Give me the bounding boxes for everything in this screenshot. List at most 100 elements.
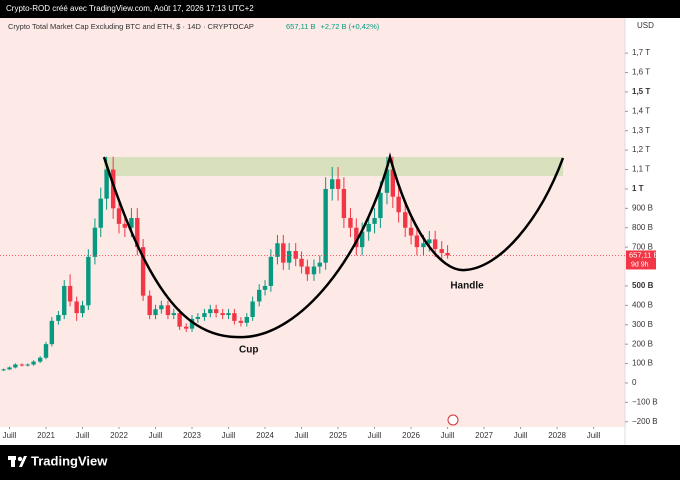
x-tick-label: Juill: [587, 431, 601, 440]
y-tick-label: 400 B: [632, 300, 653, 309]
candle-body: [98, 198, 103, 228]
x-tick-label: 2025: [329, 431, 347, 440]
candle-body: [213, 309, 219, 314]
y-tick-label: −100 B: [632, 397, 658, 406]
candle-body: [171, 313, 176, 316]
candle-body: [372, 218, 377, 224]
x-tick-label: 2027: [475, 431, 493, 440]
logo-stem: [11, 456, 15, 467]
candle-body: [13, 364, 18, 368]
header-change: +2,72 B (+0,42%): [320, 22, 379, 31]
y-tick-label: 1,4 T: [632, 106, 650, 115]
logo-dot: [17, 456, 23, 462]
y-tick-label: 1,6 T: [632, 68, 650, 77]
candle-body: [378, 192, 383, 219]
x-tick-label: Juill: [76, 431, 90, 440]
candle-body: [226, 313, 231, 316]
x-tick-label: 2021: [37, 431, 55, 440]
candle-body: [147, 295, 152, 316]
y-tick-label: 100 B: [632, 359, 653, 368]
credit: Crypto-ROD créé avec TradingView.com, Ao…: [6, 4, 254, 13]
y-tick-label: −200 B: [632, 417, 658, 426]
candle-body: [129, 218, 134, 228]
x-tick-label: Juill: [295, 431, 309, 440]
candle-body: [427, 239, 432, 244]
candle-body: [439, 249, 444, 253]
candle-body: [408, 227, 414, 236]
candle-body: [384, 169, 390, 193]
y-tick-label: 1,5 T: [632, 87, 650, 96]
x-tick-label: 2023: [183, 431, 201, 440]
header-price: 657,11 B: [286, 22, 315, 31]
y-tick-label: 700 B: [632, 242, 653, 251]
candle-body: [359, 231, 365, 248]
x-tick-label: Juill: [149, 431, 163, 440]
candle-body: [238, 320, 244, 323]
candle-body: [49, 320, 55, 345]
candle-body: [31, 361, 36, 365]
candle-body: [311, 266, 317, 275]
candle-body: [135, 218, 140, 248]
candle-body: [250, 301, 255, 317]
handle-label: Handle: [450, 281, 484, 292]
candle-body: [275, 243, 280, 257]
last-price-box: [626, 250, 656, 270]
y-tick-label: 500 B: [632, 281, 654, 290]
last-price-label: 657,11 B: [629, 250, 658, 259]
candle-body: [208, 309, 213, 314]
candle-body: [366, 223, 371, 232]
candle-body: [202, 313, 207, 317]
countdown: 9d 9h: [631, 261, 649, 268]
candle-body: [286, 251, 292, 263]
price-axis: [625, 18, 680, 445]
x-tick-label: 2024: [256, 431, 274, 440]
x-tick-label: Juill: [441, 431, 455, 440]
candle-body: [159, 305, 164, 310]
candle-body: [445, 252, 450, 256]
y-tick-label: 900 B: [632, 203, 653, 212]
logo-slash: [19, 456, 27, 467]
candle-body: [220, 313, 225, 316]
zone-rect: [104, 157, 563, 176]
candle-body: [421, 243, 426, 248]
brand: TradingView: [31, 453, 108, 468]
x-tick-label: 2028: [548, 431, 566, 440]
candle-body: [25, 364, 30, 366]
candle-body: [62, 285, 67, 316]
candle-body: [281, 243, 286, 263]
candle-body: [92, 227, 98, 257]
candle-body: [7, 367, 12, 370]
x-tick-label: Juill: [3, 431, 17, 440]
candle-body: [335, 179, 341, 189]
candle-body: [110, 169, 116, 209]
currency: USD: [637, 21, 654, 30]
candle-body: [165, 305, 171, 316]
candle-body: [396, 196, 401, 213]
x-tick-label: Juill: [222, 431, 236, 440]
cup-label: Cup: [239, 345, 258, 356]
candle-body: [299, 258, 304, 267]
y-tick-label: 1,7 T: [632, 48, 650, 57]
candle-body: [153, 309, 158, 316]
resistance-zone: [104, 157, 563, 176]
y-tick-label: 1,3 T: [632, 126, 650, 135]
candle-body: [232, 313, 237, 321]
candle-body: [293, 251, 298, 259]
y-tick-label: 1,2 T: [632, 145, 650, 154]
candle-body: [122, 223, 128, 228]
candle-body: [354, 227, 359, 248]
candle-body: [256, 289, 262, 302]
candle-body: [140, 247, 146, 296]
candle-body: [348, 218, 353, 228]
event-icon: [447, 414, 459, 426]
candle-body: [244, 316, 249, 323]
candle-body: [341, 188, 347, 219]
candle-body: [189, 318, 195, 329]
candle-body: [268, 256, 274, 286]
candle-body: [74, 301, 79, 314]
candle-body: [1, 369, 6, 371]
candle-body: [183, 326, 189, 329]
candle-body: [19, 364, 25, 366]
x-tick-label: Juill: [368, 431, 382, 440]
